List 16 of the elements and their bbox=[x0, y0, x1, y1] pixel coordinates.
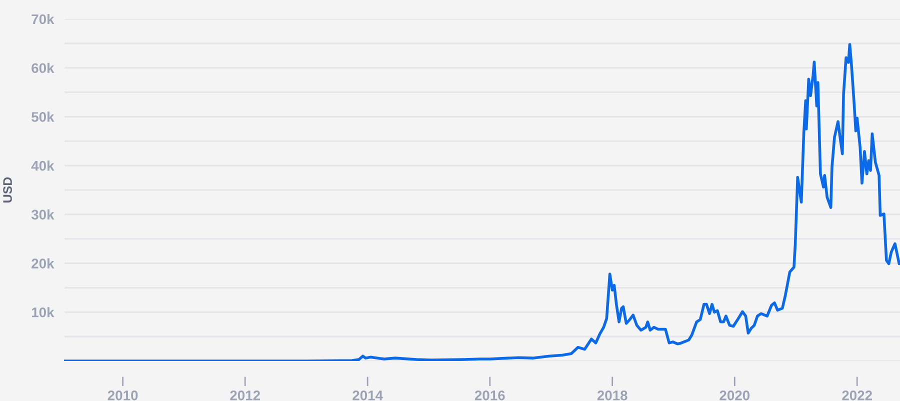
y-axis-title: USD bbox=[3, 177, 12, 202]
x-tick-label: 2012 bbox=[230, 390, 260, 400]
x-tick-label: 2022 bbox=[842, 390, 872, 400]
x-tick-label: 2020 bbox=[720, 390, 750, 400]
y-tick-label: 20k bbox=[32, 258, 54, 268]
y-tick-label: 10k bbox=[32, 307, 54, 318]
y-tick-label: 60k bbox=[32, 62, 54, 74]
y-tick-label: 30k bbox=[31, 209, 54, 220]
y-tick-label: 50k bbox=[32, 112, 54, 122]
x-tick-label: 2014 bbox=[352, 390, 383, 400]
y-tick-label: 40k bbox=[31, 160, 54, 171]
y-tick-label: 70k bbox=[32, 14, 54, 24]
line-series bbox=[64, 43, 900, 361]
x-tick-label: 2010 bbox=[108, 390, 138, 400]
x-tick-label: 2018 bbox=[597, 390, 628, 400]
x-tick-label: 2016 bbox=[474, 390, 505, 400]
